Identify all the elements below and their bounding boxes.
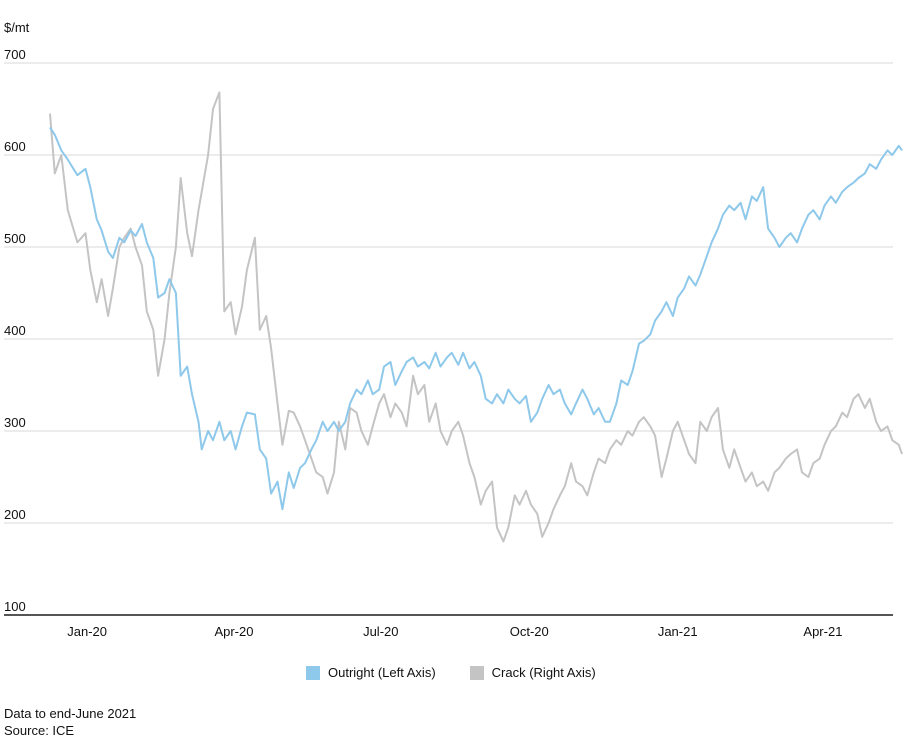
- y-tick-label: 200: [4, 507, 26, 522]
- legend-label-crack: Crack (Right Axis): [491, 665, 596, 680]
- source-note: Source: ICE: [4, 723, 75, 738]
- x-tick-label: Apr-20: [214, 624, 253, 639]
- legend-swatch-outright: [306, 665, 320, 680]
- x-tick-labels: Jan-20 Apr-20 Jul-20 Oct-20 Jan-21 Apr-21: [67, 624, 842, 639]
- x-tick-label: Jan-20: [67, 624, 107, 639]
- series-line-crack: [49, 91, 903, 543]
- data-note: Data to end-June 2021: [4, 706, 137, 721]
- legend-label-outright: Outright (Left Axis): [328, 665, 436, 680]
- y-tick-label: 600: [4, 139, 26, 154]
- legend-swatch-crack: [469, 665, 484, 680]
- y-tick-label: 400: [4, 323, 26, 338]
- legend-item-crack: Crack (Right Axis): [469, 665, 596, 680]
- y-axis-unit-label: $/mt: [4, 20, 30, 35]
- y-tick-label: 700: [4, 47, 26, 62]
- x-tick-label: Apr-21: [803, 624, 842, 639]
- footnotes: Data to end-June 2021 Source: ICE: [4, 705, 136, 739]
- gridlines: [4, 62, 893, 524]
- x-tick-label: Jan-21: [658, 624, 698, 639]
- x-tick-label: Oct-20: [510, 624, 549, 639]
- series-lines: [49, 91, 903, 543]
- x-tick-label: Jul-20: [363, 624, 398, 639]
- y-tick-label: 300: [4, 415, 26, 430]
- legend: Outright (Left Axis) Crack (Right Axis): [306, 665, 596, 680]
- y-tick-labels: 700 600 500 400 300 200 100: [4, 47, 26, 614]
- y-tick-label: 500: [4, 231, 26, 246]
- legend-item-outright: Outright (Left Axis): [306, 665, 436, 680]
- y-tick-label: 100: [4, 599, 26, 614]
- series-line-outright: [49, 126, 903, 511]
